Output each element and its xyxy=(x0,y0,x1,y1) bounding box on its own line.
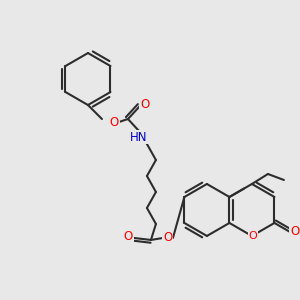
Text: O: O xyxy=(123,230,133,244)
Text: O: O xyxy=(290,226,300,238)
Text: O: O xyxy=(248,231,257,241)
Text: HN: HN xyxy=(130,130,148,143)
Text: O: O xyxy=(140,98,150,110)
Text: O: O xyxy=(163,232,172,244)
Text: O: O xyxy=(109,116,119,128)
